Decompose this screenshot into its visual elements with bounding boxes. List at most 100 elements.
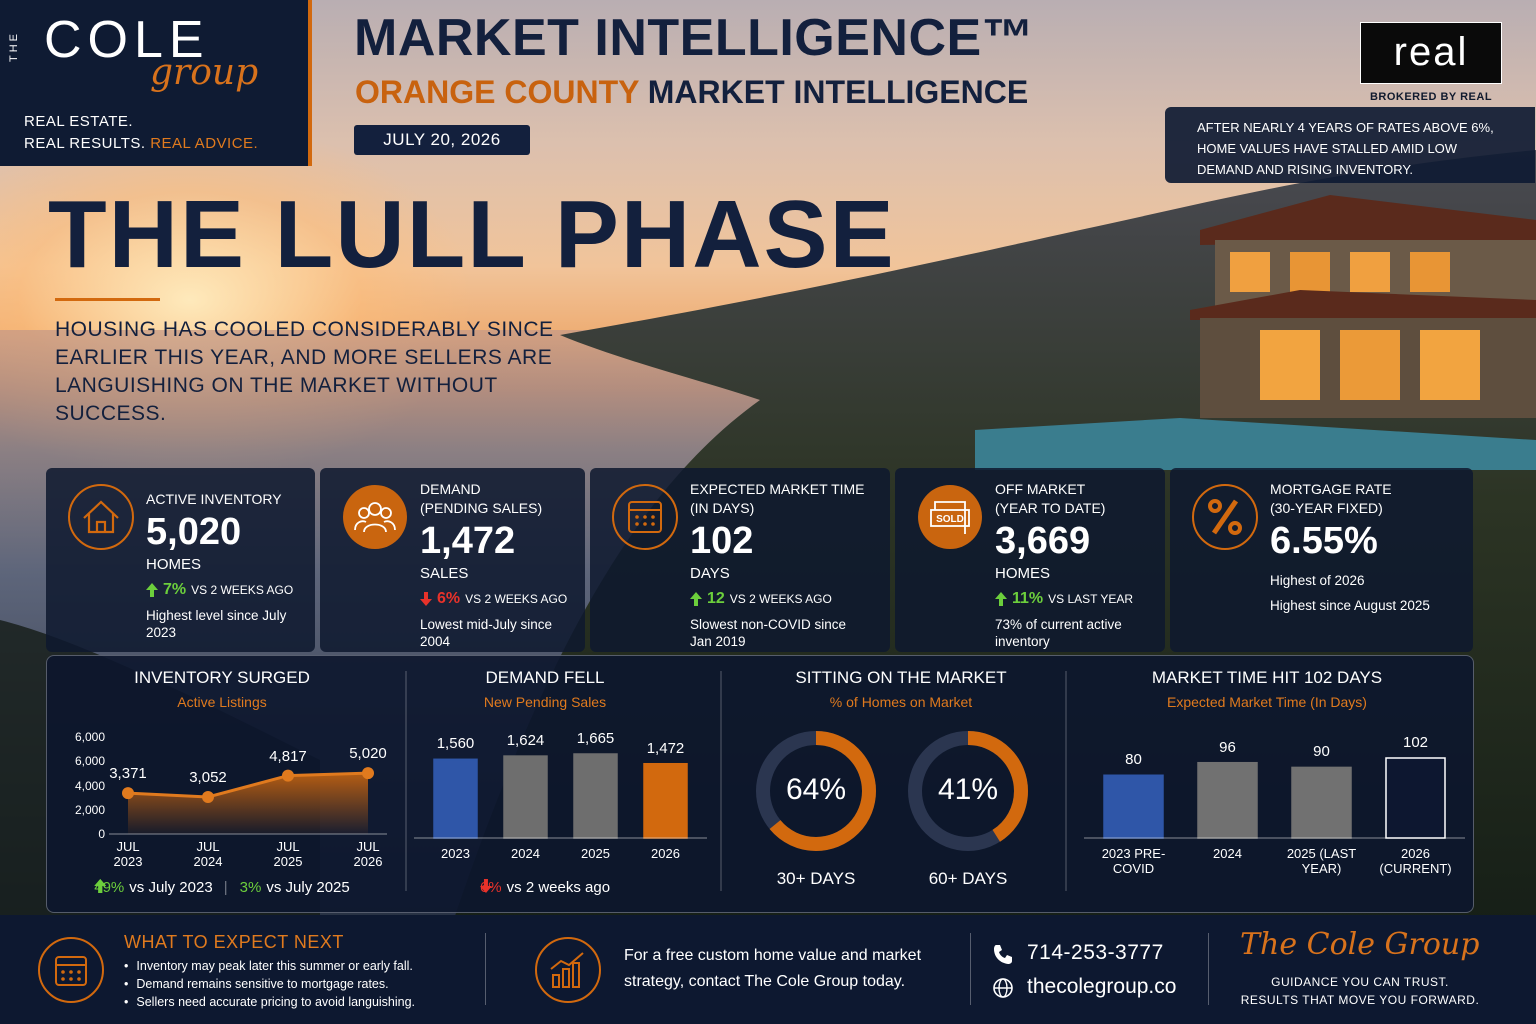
value-label: 1,665 bbox=[576, 730, 615, 747]
change-text: vs July 2023 bbox=[129, 879, 213, 896]
value-label: 80 bbox=[1125, 751, 1142, 769]
divider bbox=[485, 933, 486, 1005]
stat-unit: HOMES bbox=[995, 565, 1051, 582]
headline: THE LULL PHASE bbox=[48, 181, 896, 288]
charts-panel: INVENTORY SURGED Active Listings 0 2,000 4,0… bbox=[46, 655, 1474, 913]
bar bbox=[1103, 774, 1164, 839]
x-tick-label: JUL 2023 bbox=[113, 839, 143, 869]
divider bbox=[1208, 933, 1209, 1005]
chart-subtitle: New Pending Sales bbox=[483, 694, 607, 710]
phone[interactable]: 714-253-3777 bbox=[1027, 941, 1164, 964]
stat-note: Highest of 2026 bbox=[1270, 573, 1365, 588]
line bbox=[127, 771, 369, 799]
divider bbox=[970, 933, 971, 1005]
stat-value: 5,020 bbox=[146, 511, 242, 553]
x-tick-label: 2026 bbox=[651, 846, 680, 861]
house bbox=[83, 500, 119, 534]
stat-icon bbox=[68, 484, 134, 550]
stat-note: Slowest non-COVID since Jan 2019 bbox=[690, 617, 847, 649]
donut-label: 64% bbox=[785, 773, 847, 806]
stat-unit: HOMES bbox=[146, 556, 202, 573]
calendar-dot bbox=[651, 515, 655, 519]
title: MARKET INTELLIGENCE™ bbox=[354, 9, 1035, 67]
brand-name: COLE bbox=[44, 11, 210, 69]
chart-title: SITTING ON THE MARKET bbox=[795, 668, 1007, 687]
change-arrow bbox=[146, 583, 158, 597]
chart-subtitle: Active Listings bbox=[177, 694, 267, 710]
stat-sublabel: (30-YEAR FIXED) bbox=[1270, 500, 1383, 516]
calendar-icon bbox=[38, 937, 104, 1003]
arrow-shape bbox=[146, 583, 158, 597]
percent-dot bbox=[1228, 521, 1242, 535]
person-head bbox=[380, 507, 392, 519]
stat-icon bbox=[1192, 484, 1258, 550]
stat-note: 73% of current active inventory bbox=[995, 617, 1122, 649]
bar bbox=[1385, 757, 1446, 839]
context-note: AFTER NEARLY 4 YEARS OF RATES ABOVE 6%, … bbox=[1165, 107, 1535, 183]
stat-card: EXPECTED MARKET TIME (IN DAYS) 102 DAYS 12 VS… bbox=[590, 468, 890, 652]
stat-value: 102 bbox=[690, 520, 754, 562]
y-tick-label: 6,000 bbox=[74, 730, 105, 744]
brand-prefix: THE bbox=[8, 31, 20, 62]
stat-text: OFF MARKET (YEAR TO DATE) 3,669 HOMES 11% VS … bbox=[995, 480, 1157, 650]
stat-card: ACTIVE INVENTORY 5,020 HOMES 7% VS 2 WEEKS A… bbox=[46, 468, 315, 652]
broker-logo: real bbox=[1360, 22, 1502, 84]
stat-unit: SALES bbox=[420, 565, 469, 582]
bar bbox=[433, 758, 478, 839]
change-arrow bbox=[690, 592, 702, 606]
arrow-shape bbox=[690, 592, 702, 606]
icon-ring bbox=[68, 484, 134, 550]
value-label: 1,560 bbox=[436, 735, 475, 753]
x-tick-label: 2023 bbox=[441, 846, 470, 861]
y-tick-label: 4,000 bbox=[74, 778, 105, 793]
stat-icon: SOLD bbox=[918, 485, 982, 549]
y-tick-label: 0 bbox=[98, 827, 105, 841]
calendar bbox=[628, 501, 662, 533]
stat-value: 6.55% bbox=[1270, 520, 1378, 562]
stat-change: 7% VS 2 WEEKS AGO bbox=[146, 581, 307, 599]
date-badge: JULY 20, 2026 bbox=[354, 125, 530, 155]
bar bbox=[503, 755, 548, 839]
bar bbox=[1291, 766, 1352, 839]
footer-brand: The Cole Group bbox=[1240, 927, 1480, 962]
stat-change: 11% VS LAST YEAR bbox=[995, 590, 1157, 608]
sign bbox=[930, 509, 970, 527]
percent-dot bbox=[1208, 499, 1222, 513]
chart-subtitle: Expected Market Time (In Days) bbox=[1167, 694, 1367, 710]
cta-text: For a free custom home value and market … bbox=[624, 947, 922, 990]
stat-label: OFF MARKET bbox=[995, 481, 1086, 497]
point bbox=[362, 767, 374, 780]
value-label: 102 bbox=[1402, 734, 1429, 751]
website[interactable]: thecolegroup.co bbox=[1027, 975, 1177, 998]
stat-icon bbox=[612, 484, 678, 550]
tagline: REAL RESULTS. REAL ADVICE. bbox=[24, 135, 258, 152]
change-compare: VS LAST YEAR bbox=[1048, 592, 1134, 606]
icon-disc bbox=[918, 485, 982, 549]
stat-text: DEMAND (PENDING SALES) 1,472 SALES 6% VS 2 WE… bbox=[420, 480, 577, 650]
donut-category: 60+ DAYS bbox=[928, 869, 1008, 888]
x-tick-label: 2026 (CURRENT) bbox=[1379, 846, 1452, 876]
next-title: WHAT TO EXPECT NEXT bbox=[124, 932, 344, 952]
tagline: REAL ESTATE. bbox=[24, 113, 134, 130]
icon-ring bbox=[612, 484, 678, 550]
footer-tagline: GUIDANCE YOU CAN TRUST. bbox=[1271, 975, 1449, 989]
person-head bbox=[358, 507, 370, 519]
stat-value: 3,669 bbox=[995, 520, 1091, 562]
tagline-text: REAL RESULTS. bbox=[24, 135, 146, 152]
sign-post bbox=[934, 501, 966, 534]
change-compare: VS 2 WEEKS AGO bbox=[729, 592, 832, 606]
calendar-dot bbox=[635, 522, 639, 526]
subtitle-text: MARKET INTELLIGENCE bbox=[647, 74, 1029, 110]
tagline-accent: REAL ADVICE. bbox=[150, 135, 259, 152]
stat-note: Lowest mid-July since 2004 bbox=[420, 617, 553, 649]
accent-rule bbox=[55, 298, 160, 301]
value-label: 4,817 bbox=[269, 747, 307, 765]
stat-unit: DAYS bbox=[690, 565, 730, 582]
point bbox=[122, 787, 134, 800]
change-value: 6% bbox=[437, 590, 461, 607]
percent-slash bbox=[1211, 499, 1239, 535]
calendar-dot bbox=[643, 515, 647, 519]
chart-change-row: 49% vs July 2023 3% vs July 2025 bbox=[94, 879, 350, 896]
calendar-dot bbox=[643, 522, 647, 526]
